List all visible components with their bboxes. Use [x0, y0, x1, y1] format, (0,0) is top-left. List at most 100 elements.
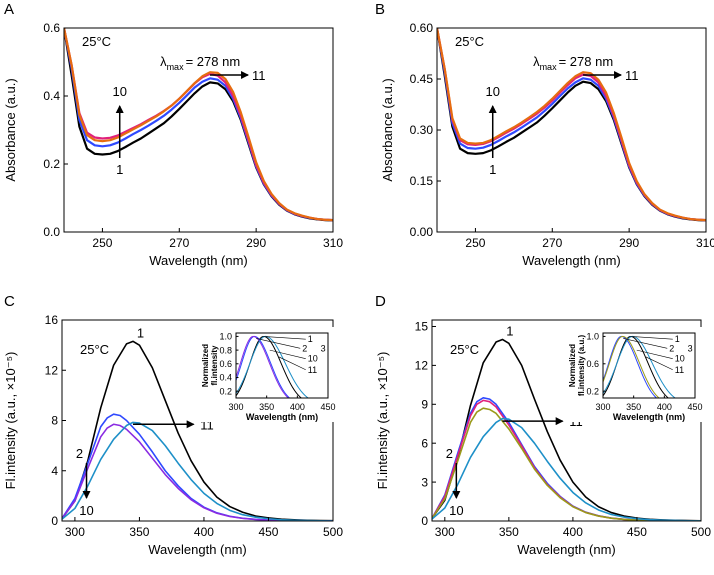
panel-d-inset-label-leader — [645, 356, 673, 371]
panel-c-inset-label-leader — [263, 336, 306, 340]
panel-c-x-tick-label: 350 — [129, 525, 149, 539]
panel-d-x-tick-label: 400 — [563, 525, 583, 539]
panel-d-inset-series-2 — [603, 335, 658, 398]
panel-c-inset-y-tick-label: 0.2 — [219, 386, 232, 396]
panel-c-peak-label: 1 — [137, 325, 144, 340]
panel-d-inset-series-11 — [603, 335, 676, 398]
panel-c-down-arrow-top-label: 2 — [76, 446, 83, 461]
panel-d-y-tick-label: 3 — [421, 475, 428, 489]
panel-c-inset-y-tick-label: 1.0 — [219, 332, 232, 342]
panel-b-y-tick-label: 0.15 — [410, 174, 434, 188]
panel-b-up-arrow-top-label: 10 — [485, 84, 499, 99]
panel-c-down-arrow-bottom-label: 10 — [79, 503, 93, 518]
panel-b-lambda-max-label: λmax = 278 nm — [533, 54, 613, 72]
panel-d-y-tick-label: 6 — [421, 436, 428, 450]
panel-c-x-tick-label: 500 — [323, 525, 343, 539]
panel-d-inset-x-tick-label: 450 — [687, 402, 702, 412]
panel-c-series-11 — [62, 421, 333, 521]
panel-a-y-tick-label: 0.4 — [43, 89, 60, 103]
panel-a-up-arrow-bottom-label: 1 — [116, 162, 123, 177]
panel-c-inset-x-axis-label: Wavelength (nm) — [246, 412, 318, 422]
panel-d-inset-label-10: 10 — [675, 354, 685, 364]
panel-c-x-tick-label: 300 — [65, 525, 85, 539]
panel-a-x-axis-label: Wavelength (nm) — [149, 253, 248, 268]
panel-a-series-11 — [64, 28, 333, 222]
panel-c-inset-x-tick-label: 300 — [228, 402, 243, 412]
panel-a-x-tick-label: 310 — [323, 236, 343, 250]
panel-c-series-group — [62, 340, 333, 521]
panel-d-temperature-label: 25°C — [450, 342, 479, 357]
panel-c-inset-series-group — [236, 335, 309, 398]
panel-c-x-tick-label: 450 — [258, 525, 278, 539]
panel-a-y-axis-label: Absorbance (a.u.) — [3, 78, 18, 181]
panel-c-inset-x-tick-label: 350 — [259, 402, 274, 412]
panel-a-lambda-sub: max — [167, 62, 185, 72]
panel-a-y-tick-label: 0.2 — [43, 157, 60, 171]
panel-b-x-axis-label: Wavelength (nm) — [522, 253, 621, 268]
panel-a-y-tick-label: 0.6 — [43, 21, 60, 35]
panel-b-up-arrow-bottom-label: 1 — [489, 162, 496, 177]
panel-a-x-tick-label: 290 — [246, 236, 266, 250]
panel-d-x-tick-label: 350 — [499, 525, 519, 539]
panel-b-lambda-value: = 278 nm — [559, 54, 614, 69]
panel-c-inset-label-leader — [278, 356, 306, 371]
panel-c-inset-y-tick-label: 0.8 — [219, 345, 232, 355]
panel-a-y-tick-label: 0.0 — [43, 225, 60, 239]
panel-c-series-10 — [62, 423, 333, 521]
panel-a-lambda-value: = 278 nm — [186, 54, 241, 69]
panel-d-inset-plot-frame — [602, 332, 696, 399]
panel-d-down-arrow-top-label: 2 — [446, 446, 453, 461]
panel-b-lambda-symbol: λ — [533, 54, 540, 69]
panel-c-inset-label-3: 3 — [321, 343, 326, 353]
panel-c-inset-label-2: 2 — [302, 343, 307, 353]
panel-d-inset-y-tick-label: 1.0 — [586, 332, 599, 342]
panel-d-inset-series-3 — [603, 335, 660, 398]
panel-d-peak-label: 1 — [506, 323, 513, 338]
panel-c-y-tick-label: 12 — [45, 363, 59, 377]
panel-c-inset-plot-frame — [235, 332, 329, 399]
panel-c-x-axis-label: Wavelength (nm) — [148, 542, 247, 557]
panel-b: B 250 270 290 310 0.00 0.15 0.30 0.45 0.60 Wavelen… — [375, 1, 714, 268]
panel-d-inset-label-2: 2 — [669, 343, 674, 353]
panel-c-inset-label-10: 10 — [308, 354, 318, 364]
panel-b-x-tick-label: 250 — [465, 236, 485, 250]
panel-d-inset-series-group — [603, 335, 676, 398]
panel-a: A 250 270 290 310 0.0 0.2 0.4 0.6 Wavelength (nm)… — [3, 1, 343, 268]
panel-c-letter: C — [4, 293, 15, 310]
panel-d-inset-background — [567, 327, 703, 422]
panel-c-inset-x-tick-label: 400 — [290, 402, 305, 412]
panel-d-inset-y-axis-label-2: fl.intensity (a.u.) — [577, 335, 586, 397]
panel-a-lambda-max-label: λmax = 278 nm — [160, 54, 240, 72]
panel-a-temperature-label: 25°C — [82, 34, 111, 49]
panel-a-plot-frame — [63, 27, 334, 233]
panel-d-series-11 — [432, 417, 701, 521]
panel-d-series-3 — [432, 407, 701, 521]
panel-d-inset: 300 350 400 450 0.2 0.6 1.0 Wavelength (nm) Norm… — [567, 327, 703, 422]
panel-d-series-group — [432, 338, 701, 521]
panel-d-inset-label-3: 3 — [688, 343, 693, 353]
panel-c-y-tick-label: 4 — [51, 464, 58, 478]
panel-d-inset-label-11: 11 — [675, 365, 684, 375]
panel-d-y-tick-label: 9 — [421, 397, 428, 411]
panel-c-inset-background — [200, 327, 336, 422]
panel-c-inset-label-1: 1 — [308, 334, 313, 344]
panel-c-inset-y-axis-label-1: Normalized — [201, 344, 210, 387]
panel-b-lambda-sub: max — [540, 62, 558, 72]
panel-d-inset-label-leader — [636, 349, 673, 359]
panel-d-down-arrow-bottom-label: 10 — [449, 503, 463, 518]
panel-b-series-group — [437, 28, 706, 222]
panel-d-y-tick-label: 0 — [421, 514, 428, 528]
panel-d-inset-x-tick-label: 400 — [657, 402, 672, 412]
panel-b-x-tick-label: 270 — [542, 236, 562, 250]
panel-b-y-tick-label: 0.30 — [410, 123, 434, 137]
panel-c-temperature-label: 25°C — [80, 342, 109, 357]
panel-c-inset-label-11: 11 — [308, 365, 317, 375]
panel-c-inset-series-2 — [236, 335, 291, 398]
panel-d-inset-x-tick-label: 350 — [626, 402, 641, 412]
panel-c-series-2 — [62, 413, 333, 521]
panel-a-series-group — [64, 28, 333, 222]
panel-d-inset-label-leader — [623, 338, 668, 349]
panel-a-right-arrow-label: 11 — [252, 68, 266, 83]
